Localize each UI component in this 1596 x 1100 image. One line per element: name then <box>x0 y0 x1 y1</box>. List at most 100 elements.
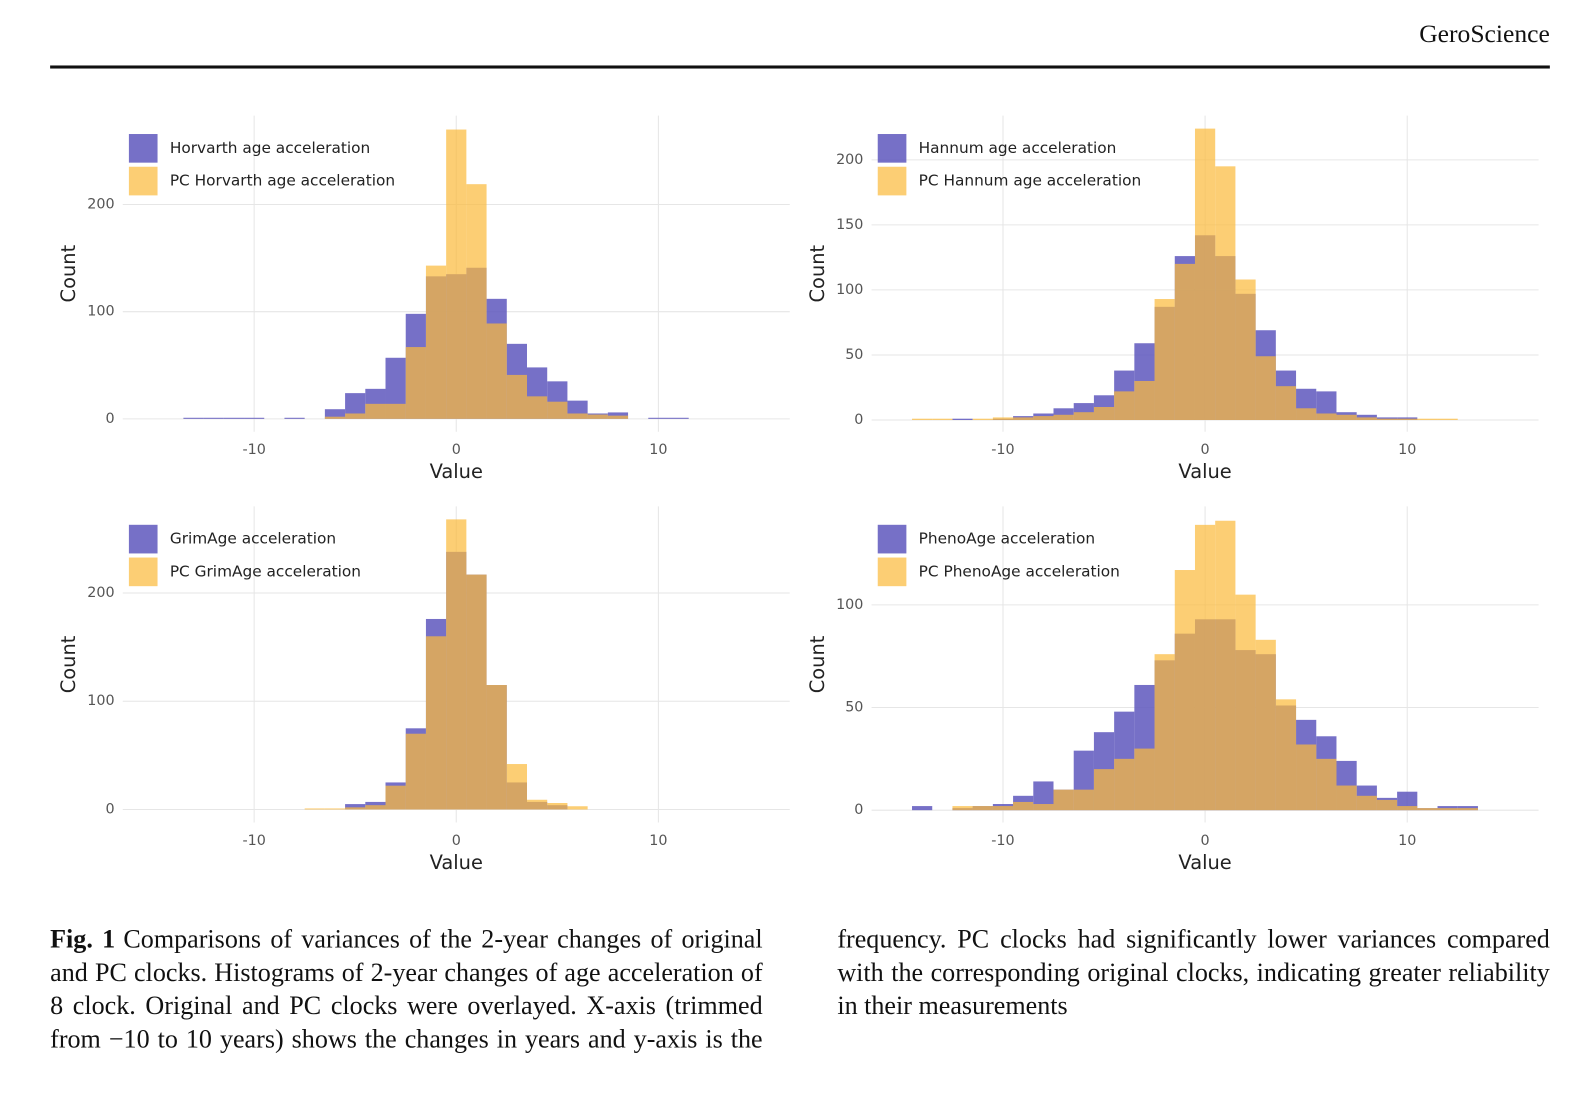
histogram-bar <box>506 764 528 810</box>
y-tick-label: 50 <box>845 347 863 363</box>
histogram-bar <box>1457 808 1478 811</box>
histogram-bar <box>345 807 366 810</box>
histogram-bar <box>486 685 507 810</box>
histogram-bar <box>324 409 346 419</box>
histogram-bar <box>1134 380 1155 420</box>
histogram-bar <box>425 636 447 810</box>
histogram-bar <box>1417 808 1438 811</box>
x-tick-label: -10 <box>242 833 265 849</box>
histogram-bar <box>1013 417 1034 420</box>
histogram-bar <box>1275 386 1297 420</box>
histogram-bar <box>446 129 467 419</box>
histogram-bar <box>912 418 933 420</box>
histogram-bar <box>223 417 245 419</box>
histogram-bar <box>1033 416 1054 420</box>
legend-label: PC Horvarth age acceleration <box>170 172 395 190</box>
y-tick-label: 200 <box>836 152 863 168</box>
histogram-bar <box>1397 806 1418 811</box>
histogram-bar <box>1174 263 1195 420</box>
histogram-bar <box>1437 808 1458 811</box>
histogram-bar <box>1397 418 1418 420</box>
histogram-bar <box>203 417 224 419</box>
histogram-bar <box>1114 391 1135 420</box>
histogram-bar <box>668 417 689 419</box>
x-tick-label: 0 <box>1201 442 1210 458</box>
histogram-bar <box>365 805 386 810</box>
histogram-bar <box>992 417 1014 420</box>
histogram-bar <box>912 806 933 811</box>
histogram-bar <box>1093 406 1115 420</box>
y-tick-label: 100 <box>836 597 863 613</box>
legend-swatch <box>877 557 907 587</box>
y-tick-label: 200 <box>87 585 114 601</box>
histogram-bar <box>183 417 204 419</box>
caption: Fig. 1 Comparisons of variances of the 2-… <box>50 923 1550 1062</box>
x-tick-label: 0 <box>452 833 461 849</box>
legend-label: GrimAge acceleration <box>170 530 336 548</box>
histogram-bar <box>1397 791 1418 811</box>
histogram-bar <box>932 418 953 420</box>
x-tick-label: -10 <box>991 442 1014 458</box>
legend-label: Hannum age acceleration <box>919 139 1117 157</box>
x-tick-label: 10 <box>1398 833 1416 849</box>
histogram-bar <box>1053 414 1074 420</box>
histogram-bar <box>1215 520 1236 811</box>
histogram-bar <box>1356 795 1377 811</box>
histogram-bar <box>405 733 426 810</box>
histogram-bar <box>1255 639 1276 811</box>
histogram-bar <box>466 574 487 810</box>
histogram-bar <box>1235 594 1256 811</box>
caption-label: Fig. 1 <box>50 923 116 954</box>
legend-swatch <box>128 557 158 587</box>
x-tick-label: 0 <box>452 442 461 458</box>
legend-swatch <box>128 524 158 554</box>
histogram-bar <box>1154 654 1175 811</box>
y-axis-title: Count <box>57 635 80 693</box>
histogram-bar <box>486 323 507 419</box>
histogram-bar <box>952 418 973 420</box>
histogram-bar <box>385 357 406 419</box>
x-axis-title: Value <box>1178 851 1231 874</box>
histogram-bar <box>385 785 406 810</box>
histogram-bar <box>284 417 305 419</box>
y-tick-label: 0 <box>854 412 863 428</box>
histogram-bar <box>1013 801 1034 811</box>
legend-label: PhenoAge acceleration <box>919 530 1095 548</box>
histogram-bar <box>1033 804 1054 811</box>
x-tick-label: 0 <box>1201 833 1210 849</box>
legend-swatch <box>877 134 907 163</box>
histogram-bar <box>345 393 366 419</box>
histogram-bar <box>466 184 487 419</box>
histogram-bar <box>1174 570 1195 811</box>
histogram-bar <box>365 403 386 419</box>
histogram-bar <box>1114 758 1135 811</box>
histogram-bar <box>1437 418 1458 420</box>
histogram-bar <box>1336 785 1357 811</box>
x-tick-label: -10 <box>991 833 1014 849</box>
y-tick-label: 0 <box>105 802 114 818</box>
y-tick-label: 0 <box>105 411 114 427</box>
legend-label: Horvarth age acceleration <box>170 139 370 157</box>
histogram-bar <box>972 418 993 420</box>
y-axis-title: Count <box>806 635 829 693</box>
legend-swatch <box>128 166 158 196</box>
histogram-bar <box>345 804 366 810</box>
histogram-bar <box>506 374 528 419</box>
y-tick-label: 200 <box>87 197 114 213</box>
histogram-bar <box>1053 408 1074 420</box>
histogram-bar <box>1073 789 1094 811</box>
histogram-bar <box>547 401 568 419</box>
y-axis-title: Count <box>57 244 80 302</box>
histogram-bar <box>648 417 669 419</box>
y-axis-title: Count <box>806 244 829 302</box>
y-tick-label: 100 <box>87 304 114 320</box>
histogram-bar <box>1255 356 1276 420</box>
histogram-bar <box>972 806 993 811</box>
y-tick-label: 150 <box>836 217 863 233</box>
x-axis-title: Value <box>430 460 483 483</box>
